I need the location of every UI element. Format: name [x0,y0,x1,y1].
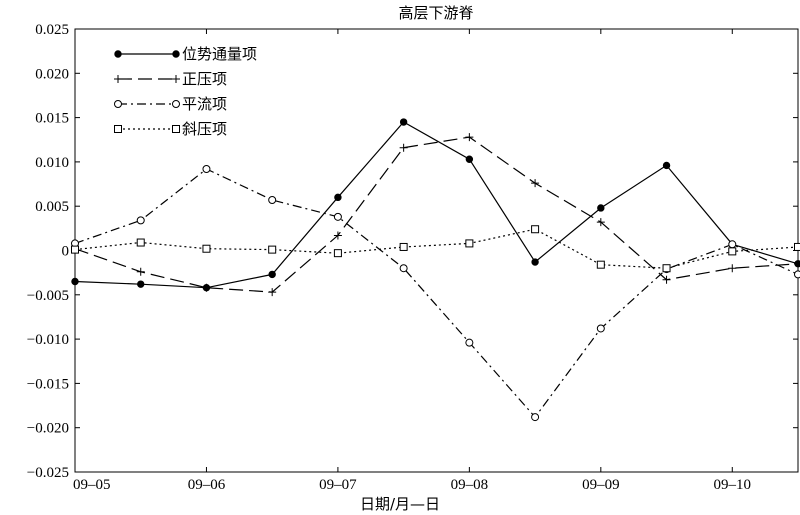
data-point [399,143,408,152]
data-point [268,245,277,254]
legend-item: 平流项 [114,95,227,113]
legend-marker [114,100,122,108]
y-tick-label: 0.005 [35,199,69,215]
data-point [596,260,605,269]
series-3 [71,164,800,422]
data-point [137,280,145,288]
x-tick-label: 09–08 [451,477,489,493]
data-point [465,338,474,347]
data-point [202,244,211,253]
series-line [74,121,799,289]
data-point [465,239,474,248]
data-point [597,204,605,212]
legend-marker [172,50,180,58]
x-tick-label: 09–07 [319,477,357,493]
data-point [268,195,277,204]
data-point [794,270,800,279]
data-point [399,264,408,273]
series-line [74,228,799,269]
data-point [136,267,145,276]
series-line [74,168,799,419]
y-tick-label: −0.010 [27,332,69,348]
data-point [662,264,671,273]
legend-marker [114,75,122,83]
y-tick-label: −0.015 [27,376,69,392]
x-tick-label: 09–06 [188,477,226,493]
y-tick-label: −0.020 [27,421,69,437]
y-tick-label: 0.010 [35,155,69,171]
data-point [531,179,540,188]
data-point [333,231,342,240]
data-point [794,242,800,251]
data-point [268,270,276,279]
legend-item: 正压项 [114,70,227,88]
data-point [596,218,605,227]
series-line [74,136,799,293]
data-point [596,324,605,333]
legend-label: 位势通量项 [182,45,257,63]
legend-marker [114,125,122,133]
data-point [662,161,671,170]
legend-label: 平流项 [182,95,227,113]
y-tick-label: 0.015 [35,111,69,127]
series-layer [71,118,800,422]
data-point [531,225,540,234]
legend-marker [172,125,180,133]
data-point [333,249,342,258]
data-point [728,247,737,256]
data-point [465,155,474,163]
legend-item: 位势通量项 [114,45,257,63]
legend-label: 正压项 [182,70,227,88]
y-tick-label: 0 [62,244,70,260]
data-point [662,275,671,284]
series-4 [71,225,800,273]
legend-label: 斜压项 [182,120,227,138]
series-2 [71,133,800,297]
y-tick-label: 0.025 [35,22,69,38]
x-tick-label: 09–10 [714,477,752,493]
data-point [794,259,800,268]
y-axis: 0.025 0.020 0.015 0.010 0.005 0 −0.005 −0.010 −0… [27,22,798,481]
data-point [399,118,408,126]
chart-title: 高层下游脊 [398,4,473,22]
data-point [728,240,737,249]
y-tick-label: 0.020 [35,66,69,82]
legend-marker [172,100,180,108]
x-axis: 09–05 09–06 09–07 09–08 09–09 09–10 [73,29,751,493]
x-tick-label: 09–05 [73,477,111,493]
x-axis-label: 日期/月—日 [360,495,440,513]
legend-marker [172,75,180,83]
data-point [268,288,277,297]
legend-marker [114,50,122,58]
data-point [531,413,540,422]
x-tick-label: 09–09 [582,477,620,493]
data-point [71,277,79,286]
data-point [136,216,145,225]
data-point [136,238,145,247]
data-point [71,245,79,254]
series-1 [71,118,800,292]
data-point [399,242,408,251]
data-point [531,258,539,266]
data-point [202,164,211,173]
data-point [465,133,474,142]
data-point [334,193,342,202]
data-point [333,212,342,221]
y-tick-label: −0.005 [27,288,69,304]
data-point [202,283,211,292]
y-tick-label: −0.025 [27,465,69,481]
legend-item: 斜压项 [114,120,227,138]
data-point [728,264,737,273]
